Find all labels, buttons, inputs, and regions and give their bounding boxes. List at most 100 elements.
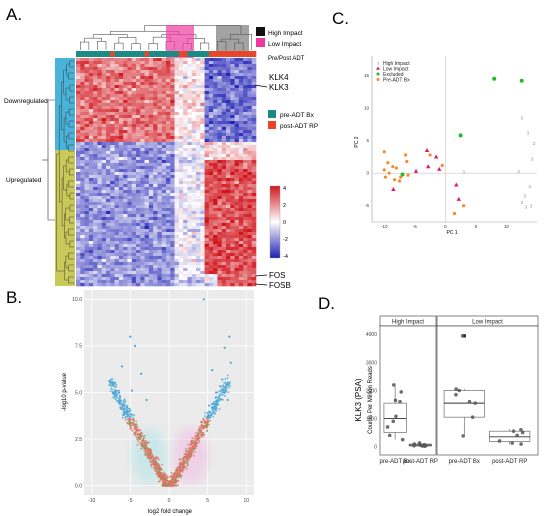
heatmap-cell — [234, 94, 240, 98]
heatmap-cell — [183, 214, 188, 218]
heatmap-cell — [213, 187, 218, 191]
heatmap-cell — [93, 223, 98, 227]
heatmap-cell — [178, 172, 184, 176]
heatmap-cell — [200, 76, 205, 80]
heatmap-cell — [166, 244, 171, 248]
heatmap-cell — [84, 67, 90, 71]
heatmap-cell — [230, 232, 235, 236]
heatmap-cell — [251, 268, 257, 272]
heatmap-cell — [97, 235, 103, 239]
heatmap-cell — [178, 121, 184, 125]
heatmap-cell — [97, 118, 103, 122]
heatmap-cell — [131, 262, 137, 266]
heatmap-cell — [178, 178, 184, 182]
heatmap-cell — [140, 103, 145, 107]
heatmap-cell — [106, 169, 111, 173]
volcano-point — [158, 474, 160, 477]
heatmap-cell — [101, 136, 107, 140]
heatmap-cell — [217, 133, 223, 137]
heatmap-cell — [226, 130, 231, 134]
volcano-point — [129, 424, 131, 427]
panel-label-d: D. — [318, 294, 335, 313]
heatmap-cell — [191, 274, 197, 278]
heatmap-cell — [123, 268, 128, 272]
heatmap-cell — [208, 76, 214, 80]
heatmap-cell — [238, 277, 244, 281]
heatmap-cell — [196, 154, 201, 158]
heatmap-cell — [243, 211, 248, 215]
heatmap-cell — [234, 205, 240, 209]
heatmap-cell — [166, 253, 171, 257]
heatmap-cell — [110, 130, 115, 134]
heatmap-cell — [127, 250, 133, 254]
heatmap-cell — [234, 169, 240, 173]
heatmap-cell — [76, 238, 81, 242]
heatmap-cell — [213, 127, 218, 131]
low-impact-swatch — [256, 38, 265, 47]
heatmap-cell — [144, 283, 150, 287]
heatmap-cell — [251, 220, 257, 224]
volcano-point — [128, 420, 131, 422]
heatmap-cell — [251, 73, 257, 77]
heatmap-cell — [208, 112, 214, 116]
heatmap-cell — [217, 97, 223, 101]
heatmap-cell — [230, 247, 235, 251]
heatmap-cell — [174, 91, 180, 95]
heatmap-cell — [230, 100, 235, 104]
dendrogram-link — [97, 41, 107, 50]
heatmap-cell — [178, 223, 184, 227]
heatmap-cell — [166, 181, 171, 185]
heatmap-cell — [200, 226, 205, 230]
volcano-point — [174, 473, 176, 476]
heatmap-cell — [191, 97, 197, 101]
heatmap-cell — [166, 109, 171, 113]
heatmap-cell — [170, 220, 175, 224]
heatmap-cell — [191, 184, 197, 188]
volcano-point — [198, 432, 201, 435]
pca-point-pre-adt — [405, 159, 409, 164]
heatmap-cell — [196, 118, 201, 122]
heatmap-cell — [200, 247, 205, 251]
heatmap-cell — [148, 244, 154, 248]
volcano-point — [187, 464, 189, 467]
heatmap-cell — [84, 178, 90, 182]
heatmap-cell — [178, 193, 184, 197]
volcano-point — [210, 412, 213, 415]
heatmap-cell — [174, 112, 180, 116]
heatmap-cell — [243, 136, 248, 140]
heatmap-cell — [161, 109, 167, 113]
annotation-cell — [118, 51, 124, 57]
heatmap-cell — [226, 118, 231, 122]
legend-label: High Impact — [383, 61, 410, 67]
heatmap-cell — [187, 244, 193, 248]
heatmap-cell — [93, 175, 98, 179]
heatmap-cell — [80, 97, 85, 101]
heatmap-cell — [217, 202, 223, 206]
heatmap-cell — [251, 175, 257, 179]
heatmap-cell — [247, 145, 253, 149]
heatmap-cell — [148, 172, 154, 176]
heatmap-cell — [166, 100, 171, 104]
heatmap-cell — [161, 91, 167, 95]
heatmap-cell — [136, 259, 141, 263]
heatmap-cell — [118, 280, 124, 284]
heatmap-cell — [118, 175, 124, 179]
volcano-point — [187, 448, 190, 450]
heatmap-cell — [183, 91, 188, 95]
heatmap-cell — [106, 103, 111, 107]
heatmap-cell — [234, 118, 240, 122]
heatmap-cell — [226, 70, 231, 74]
heatmap-cell — [106, 178, 111, 182]
heatmap-cell — [221, 145, 227, 149]
heatmap-cell — [230, 118, 235, 122]
heatmap-cell — [213, 154, 218, 158]
heatmap-cell — [136, 100, 141, 104]
heatmap-cell — [76, 115, 81, 119]
heatmap-cell — [221, 97, 227, 101]
dendrogram-link — [69, 240, 74, 248]
heatmap-cell — [183, 232, 188, 236]
volcano-point — [124, 402, 126, 405]
heatmap-cell — [118, 250, 124, 254]
volcano-point — [110, 378, 112, 381]
heatmap-cell — [131, 79, 137, 83]
